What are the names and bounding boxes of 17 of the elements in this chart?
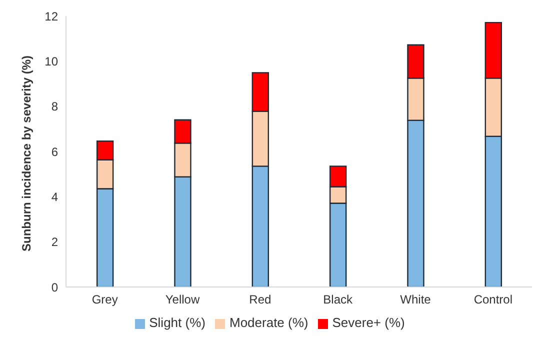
y-tick-label: 12 (44, 9, 58, 24)
x-tick-label: Grey (92, 292, 118, 307)
x-tick-label: Red (249, 292, 272, 307)
y-axis-title: Sunburn incidence by severity (%) (19, 55, 34, 252)
legend-label: Moderate (%) (229, 315, 308, 330)
y-tick-label: 0 (51, 280, 58, 294)
legend-label: Severe+ (%) (332, 315, 405, 330)
y-tick-label: 6 (51, 144, 58, 159)
y-tick-label: 10 (44, 54, 58, 68)
y-tick-label: 8 (51, 100, 58, 114)
x-tick-label: Black (323, 292, 354, 307)
x-tick-label: White (400, 292, 432, 307)
x-tick-label: Yellow (165, 292, 200, 307)
legend-label: Slight (%) (149, 315, 206, 330)
y-tick-label: 4 (51, 190, 58, 204)
y-tick-label: 2 (51, 235, 58, 250)
x-tick-label: Control (474, 292, 513, 307)
